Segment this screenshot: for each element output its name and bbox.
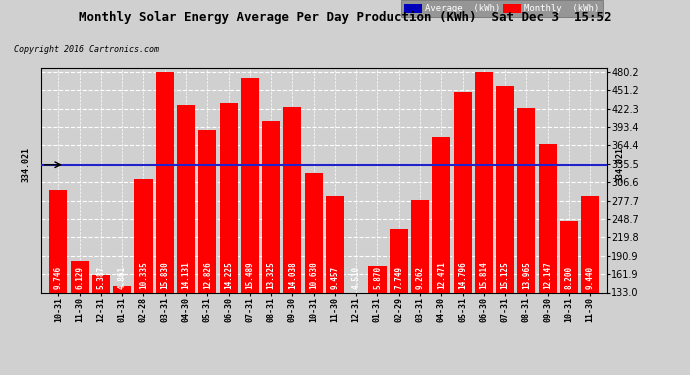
Text: 10.630: 10.630	[309, 262, 318, 290]
Text: 5.387: 5.387	[97, 266, 106, 290]
Text: 8.200: 8.200	[564, 266, 573, 290]
Bar	[581, 196, 599, 375]
Text: 4.861: 4.861	[118, 266, 127, 290]
Bar	[135, 179, 152, 375]
Text: 9.440: 9.440	[586, 266, 595, 290]
Text: 334.021: 334.021	[22, 147, 31, 182]
Bar	[432, 137, 451, 375]
Bar	[70, 261, 89, 375]
Text: 6.129: 6.129	[75, 266, 84, 290]
Bar	[560, 220, 578, 375]
Text: 12.826: 12.826	[203, 262, 212, 290]
Bar	[177, 105, 195, 375]
Text: 15.830: 15.830	[160, 262, 169, 290]
Text: 10.335: 10.335	[139, 262, 148, 290]
Text: 334.021: 334.021	[615, 147, 624, 182]
Bar	[368, 266, 386, 375]
Bar	[113, 286, 131, 375]
Bar	[518, 108, 535, 375]
Text: 14.038: 14.038	[288, 262, 297, 290]
Bar	[347, 292, 365, 375]
Text: 12.147: 12.147	[543, 262, 552, 290]
Bar	[411, 200, 429, 375]
Bar	[475, 72, 493, 375]
Bar	[539, 144, 557, 375]
Bar	[198, 130, 217, 375]
Bar	[496, 86, 514, 375]
Bar	[326, 196, 344, 375]
Bar	[92, 275, 110, 375]
Text: 5.870: 5.870	[373, 266, 382, 290]
Text: 14.796: 14.796	[458, 262, 467, 290]
Bar	[50, 190, 68, 375]
Legend: Average  (kWh), Monthly  (kWh): Average (kWh), Monthly (kWh)	[401, 0, 602, 17]
Text: 9.746: 9.746	[54, 266, 63, 290]
Bar	[219, 103, 237, 375]
Bar	[241, 78, 259, 375]
Text: 15.489: 15.489	[246, 262, 255, 290]
Text: 12.471: 12.471	[437, 262, 446, 290]
Text: 15.125: 15.125	[501, 262, 510, 290]
Text: 9.457: 9.457	[331, 266, 339, 290]
Bar	[304, 173, 323, 375]
Text: 9.262: 9.262	[415, 266, 424, 290]
Text: 13.965: 13.965	[522, 262, 531, 290]
Bar	[156, 72, 174, 375]
Text: 13.325: 13.325	[266, 262, 275, 290]
Text: 14.131: 14.131	[181, 262, 190, 290]
Bar	[390, 230, 408, 375]
Text: 14.225: 14.225	[224, 262, 233, 290]
Bar	[262, 121, 280, 375]
Text: Copyright 2016 Cartronics.com: Copyright 2016 Cartronics.com	[14, 45, 159, 54]
Text: Monthly Solar Energy Average Per Day Production (KWh)  Sat Dec 3  15:52: Monthly Solar Energy Average Per Day Pro…	[79, 11, 611, 24]
Bar	[284, 107, 302, 375]
Bar	[453, 92, 471, 375]
Text: 4.510: 4.510	[352, 266, 361, 290]
Text: 15.814: 15.814	[480, 262, 489, 290]
Text: 7.749: 7.749	[394, 266, 403, 290]
